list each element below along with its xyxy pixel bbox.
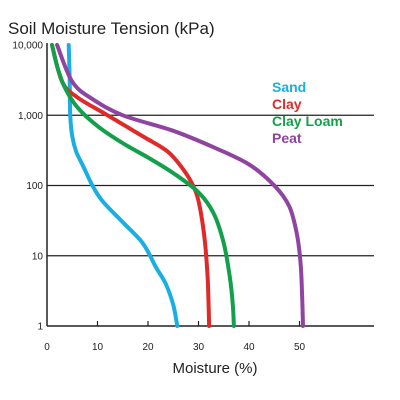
y-tick-label-1000: 1,000 — [18, 111, 43, 122]
series-line-sand — [66, 43, 180, 328]
axes — [46, 43, 374, 327]
legend-item-clay: Clay — [272, 96, 302, 112]
x-tick-label-50: 50 — [294, 342, 306, 353]
x-tick-label-20: 20 — [142, 342, 154, 353]
tick-labels: 0 10 20 30 40 50 1 10 100 1,000 10,000 — [12, 41, 305, 354]
x-tick-label-10: 10 — [92, 342, 104, 353]
legend-item-clay-loam: Clay Loam — [272, 113, 343, 129]
legend-item-sand: Sand — [272, 79, 306, 95]
grid-lines — [47, 114, 374, 257]
series-line-clay — [50, 43, 212, 328]
legend-item-peat: Peat — [272, 130, 302, 146]
x-tick-label-0: 0 — [44, 342, 50, 353]
chart-title: Soil Moisture Tension (kPa) — [8, 19, 215, 38]
y-tick-label-10000: 10,000 — [12, 41, 43, 52]
y-tick-label-100: 100 — [26, 181, 43, 192]
series-line-clay-loam — [50, 43, 236, 328]
y-tick-label-10: 10 — [32, 251, 44, 262]
x-axis-label: Moisture (%) — [172, 360, 257, 377]
x-tick-label-40: 40 — [243, 342, 255, 353]
series-lines — [50, 43, 305, 328]
x-tick-label-30: 30 — [193, 342, 205, 353]
y-tick-label-1: 1 — [37, 322, 43, 333]
series-line-peat — [55, 43, 305, 328]
